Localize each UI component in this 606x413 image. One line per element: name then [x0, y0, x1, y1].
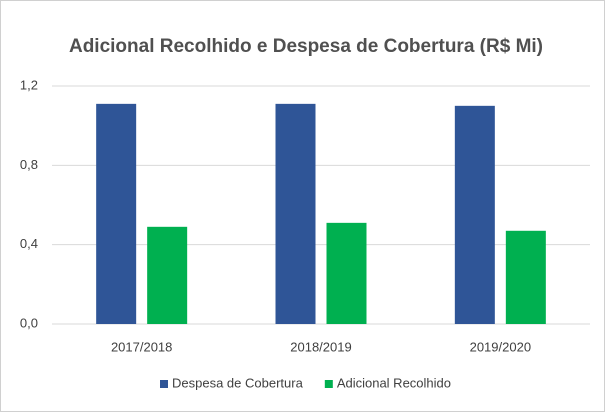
bar	[96, 103, 137, 324]
bar	[275, 103, 316, 324]
chart-title: Adicional Recolhido e Despesa de Cobertu…	[69, 36, 543, 57]
bar	[454, 105, 495, 324]
legend-label: Adicional Recolhido	[337, 375, 451, 390]
bar	[147, 226, 188, 324]
bar	[505, 230, 546, 324]
x-tick-label: 2018/2019	[290, 339, 351, 354]
bar	[326, 222, 367, 324]
x-tick-label: 2019/2020	[470, 339, 531, 354]
legend-swatch	[160, 380, 168, 388]
legend-swatch	[324, 380, 333, 388]
legend-label: Despesa de Cobertura	[172, 375, 304, 390]
y-tick-label: 0,8	[20, 157, 38, 172]
x-tick-label: 2017/2018	[111, 339, 172, 354]
y-tick-label: 0,0	[20, 315, 38, 330]
y-tick-label: 0,4	[20, 236, 38, 251]
y-tick-label: 1,2	[20, 77, 38, 92]
